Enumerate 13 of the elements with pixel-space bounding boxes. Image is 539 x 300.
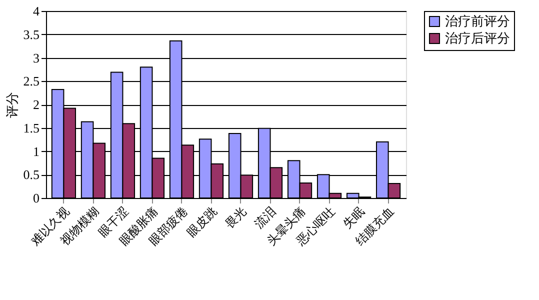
y-tick-label: 0.5 [23,167,40,182]
y-tick-label: 0 [33,190,40,206]
y-tick-label: 2 [33,97,40,112]
x-tick-label: 畏光 [222,204,250,231]
y-tick-label: 4 [33,4,40,18]
y-tick-label: 1 [33,144,40,159]
y-tick-label: 1.5 [23,120,40,136]
y-tick-label: 3.5 [23,26,40,42]
legend-label: 治疗前评分 [445,14,510,30]
y-axis-title: 评分 [5,92,20,118]
y-tick-label: 2.5 [23,74,40,89]
y-tick-label: 3 [33,50,40,66]
legend-label: 治疗后评分 [445,32,510,46]
